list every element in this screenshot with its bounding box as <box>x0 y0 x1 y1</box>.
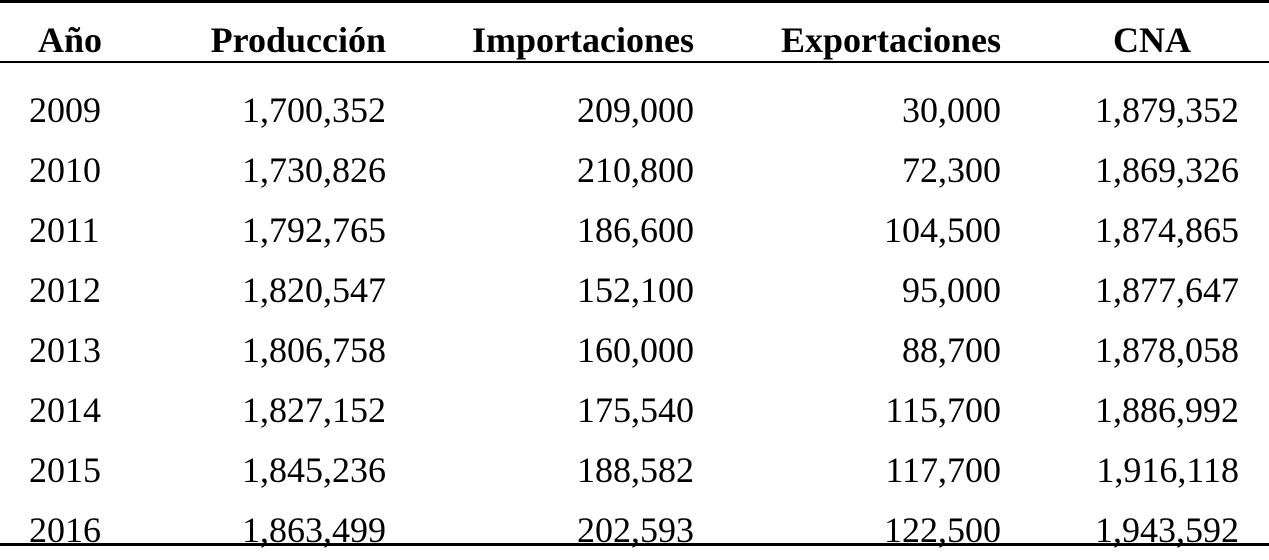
cell-exports: 88,700 <box>902 330 1001 370</box>
cell-imports: 210,800 <box>577 150 694 190</box>
cell-imports: 202,593 <box>577 510 694 550</box>
header-row: Año Producción Importaciones Exportacion… <box>0 0 1269 62</box>
cell-cna: 1,878,058 <box>1095 330 1239 370</box>
table-row: 2010 1,730,826 210,800 72,300 1,869,326 <box>0 140 1269 200</box>
cell-year: 2009 <box>29 90 101 130</box>
cell-cna: 1,916,118 <box>1096 450 1239 490</box>
cell-year: 2013 <box>29 330 101 370</box>
cell-exports: 72,300 <box>902 150 1001 190</box>
cell-imports: 188,582 <box>577 450 694 490</box>
cell-cna: 1,874,865 <box>1095 210 1239 250</box>
table-header-rule <box>0 61 1269 63</box>
cell-cna: 1,886,992 <box>1095 390 1239 430</box>
table-row: 2014 1,827,152 175,540 115,700 1,886,992 <box>0 380 1269 440</box>
cell-year: 2011 <box>29 210 100 250</box>
table-row: 2012 1,820,547 152,100 95,000 1,877,647 <box>0 260 1269 320</box>
table-row: 2009 1,700,352 209,000 30,000 1,879,352 <box>0 62 1269 140</box>
table-row: 2016 1,863,499 202,593 122,500 1,943,592 <box>0 500 1269 560</box>
cell-exports: 104,500 <box>884 210 1001 250</box>
cell-exports: 30,000 <box>902 90 1001 130</box>
cell-production: 1,827,152 <box>242 390 386 430</box>
cell-year: 2014 <box>29 390 101 430</box>
cell-production: 1,792,765 <box>242 210 386 250</box>
header-production: Producción <box>210 20 386 60</box>
cell-imports: 209,000 <box>577 90 694 130</box>
cell-cna: 1,943,592 <box>1095 510 1239 550</box>
cell-production: 1,806,758 <box>242 330 386 370</box>
cell-exports: 117,700 <box>885 450 1001 490</box>
cell-exports: 122,500 <box>884 510 1001 550</box>
table-top-rule <box>0 0 1269 3</box>
table-row: 2015 1,845,236 188,582 117,700 1,916,118 <box>0 440 1269 500</box>
cell-production: 1,845,236 <box>242 450 386 490</box>
cell-cna: 1,869,326 <box>1095 150 1239 190</box>
table-row: 2011 1,792,765 186,600 104,500 1,874,865 <box>0 200 1269 260</box>
cell-year: 2015 <box>29 450 101 490</box>
table-row: 2013 1,806,758 160,000 88,700 1,878,058 <box>0 320 1269 380</box>
cell-year: 2012 <box>29 270 101 310</box>
header-cna: CNA <box>1113 20 1191 60</box>
cell-production: 1,863,499 <box>242 510 386 550</box>
cell-cna: 1,879,352 <box>1095 90 1239 130</box>
table-bottom-rule <box>0 543 1269 546</box>
cell-imports: 186,600 <box>577 210 694 250</box>
header-exports: Exportaciones <box>781 20 1001 60</box>
cell-production: 1,730,826 <box>242 150 386 190</box>
header-year: Año <box>37 20 103 60</box>
cell-year: 2010 <box>29 150 101 190</box>
cell-exports: 115,700 <box>885 390 1001 430</box>
cell-cna: 1,877,647 <box>1095 270 1239 310</box>
cell-imports: 175,540 <box>577 390 694 430</box>
cell-exports: 95,000 <box>902 270 1001 310</box>
cell-year: 2016 <box>29 510 101 550</box>
cell-imports: 160,000 <box>577 330 694 370</box>
cell-production: 1,700,352 <box>242 90 386 130</box>
cell-imports: 152,100 <box>577 270 694 310</box>
cell-production: 1,820,547 <box>242 270 386 310</box>
header-imports: Importaciones <box>472 20 694 60</box>
